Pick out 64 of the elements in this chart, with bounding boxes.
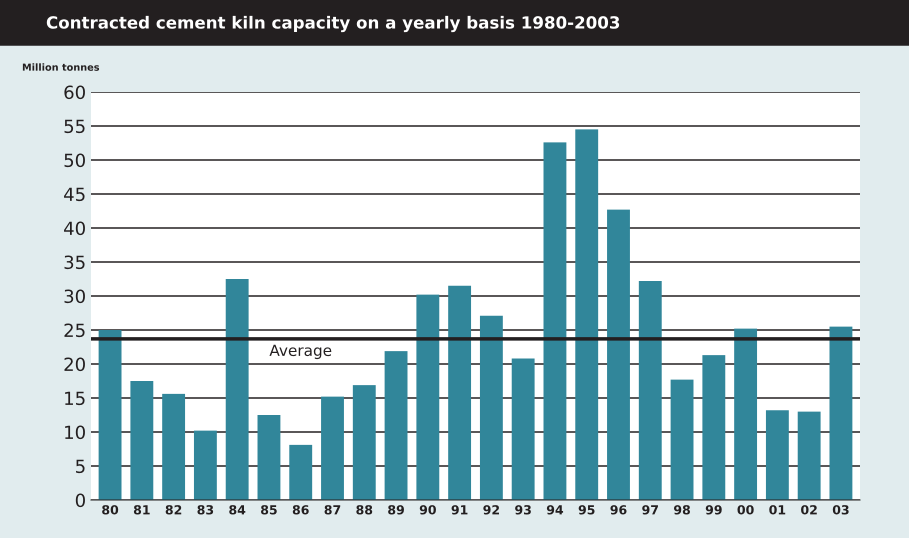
bar: [575, 129, 598, 500]
bar: [98, 330, 122, 500]
bar: [512, 358, 535, 500]
bar: [798, 412, 821, 500]
bar: [352, 385, 376, 500]
x-tick-label: 95: [578, 505, 595, 515]
bar: [734, 328, 758, 500]
x-tick-label: 89: [388, 505, 404, 515]
y-tick-label: 15: [65, 392, 85, 406]
bar: [544, 142, 566, 500]
y-tick-label: 40: [64, 221, 85, 236]
x-tick-label: 86: [292, 505, 309, 515]
bar: [766, 410, 789, 500]
y-tick-label: 55: [64, 120, 85, 134]
y-tick-label: 0: [76, 493, 85, 508]
y-tick-label: 50: [64, 153, 85, 168]
x-tick-label: 87: [324, 505, 340, 515]
bar: [480, 316, 503, 500]
bar: [416, 294, 440, 500]
y-axis-title: Million tonnes: [22, 63, 100, 71]
x-tick-label: 83: [197, 505, 214, 515]
bar: [448, 286, 472, 500]
x-tick-label: 82: [166, 505, 182, 515]
bar: [226, 279, 249, 500]
x-tick-label: 96: [610, 505, 627, 515]
y-tick-label: 45: [64, 188, 85, 202]
bar: [384, 351, 408, 500]
x-tick-label: 00: [738, 505, 754, 515]
x-tick-label: 80: [102, 505, 118, 515]
bar: [702, 355, 726, 500]
x-tick-label: 03: [832, 505, 849, 515]
y-tick-label: 35: [64, 255, 85, 270]
ref-line-label: Average: [269, 344, 332, 360]
chart-title: Contracted cement kiln capacity on a yearly basis 1980-2003: [46, 16, 620, 32]
x-tick-label: 90: [420, 505, 436, 515]
x-tick-label: 92: [483, 505, 499, 515]
y-tick-label: 5: [76, 460, 85, 474]
y-tick-label: 20: [64, 357, 85, 372]
bar: [289, 444, 312, 500]
bar: [130, 381, 154, 500]
x-tick-label: 91: [452, 505, 468, 515]
x-tick-label: 99: [706, 505, 722, 515]
x-tick-label: 98: [674, 505, 690, 515]
x-tick-label: 88: [356, 505, 372, 515]
bar: [258, 415, 280, 500]
x-tick-label: 85: [261, 505, 277, 515]
x-tick-label: 84: [229, 505, 246, 515]
x-tick-label: 97: [642, 505, 658, 515]
bar: [162, 394, 186, 500]
y-tick-label: 25: [64, 323, 85, 338]
bar: [829, 326, 852, 500]
bar: [194, 430, 217, 500]
y-tick-label: 10: [65, 425, 85, 440]
bar: [638, 281, 662, 500]
y-tick-label: 60: [64, 85, 85, 100]
x-tick-label: 94: [546, 505, 564, 515]
x-tick-label: 02: [801, 505, 817, 515]
x-tick-label: 93: [515, 505, 531, 515]
y-tick-label: 30: [64, 289, 85, 304]
x-tick-label: 81: [134, 505, 150, 515]
bar: [670, 380, 694, 500]
x-tick-label: 01: [769, 505, 786, 515]
bar: [607, 210, 630, 500]
bar: [321, 396, 344, 500]
